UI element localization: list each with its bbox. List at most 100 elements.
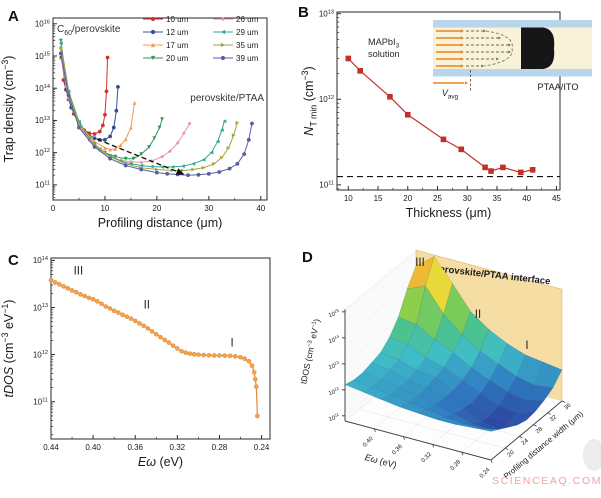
inset-solution-label: MAPbI3: [368, 37, 400, 50]
x-tick-label: 25: [433, 194, 442, 203]
legend-label: 17 um: [166, 41, 189, 50]
series-NT-min: [345, 55, 536, 176]
e-tick-label: 0.32: [421, 451, 434, 464]
x-tick-label: 40: [256, 204, 265, 213]
z-axis: 1011 1012 1013 1014 1015: [327, 308, 346, 424]
axes: 1011 1012 1013 1014 0.44 0.40 0.36 0.32 0.28 0.24: [33, 256, 271, 452]
annotation: C60/perovskite: [57, 24, 121, 37]
z-tick-label: 1015: [327, 308, 341, 320]
annotation-II: II: [475, 309, 481, 321]
inset-substrate-label: PTAA/ITO: [537, 82, 578, 92]
series-20-um: [58, 38, 164, 161]
y-tick-label: 1013: [319, 9, 334, 18]
x-tick-label: 0: [51, 204, 56, 213]
y-tick-label: 1015: [35, 52, 50, 61]
inset-velocity-label: Vavg: [442, 88, 459, 101]
x-tick-label: 40: [522, 194, 531, 203]
y-tick-label: 1012: [35, 148, 50, 157]
panel-label-b: B: [298, 4, 309, 21]
annotation-II: II: [144, 300, 150, 312]
d-tick-label: 24: [521, 438, 530, 447]
z-axis-title-3d: tDOS (cm−3 eV−1): [300, 318, 322, 385]
series-29-um: [58, 41, 227, 169]
legend-label: 29 um: [236, 28, 259, 37]
watermark-circle: [583, 439, 601, 471]
watermark: SCIENCEAQ.COM: [492, 475, 601, 487]
z-tick-label: 1013: [327, 360, 341, 372]
x-tick-label: 20: [152, 204, 161, 213]
y-tick-label: 1012: [319, 95, 334, 104]
series-tDOS: [48, 277, 260, 419]
x-tick-label: 45: [552, 194, 561, 203]
y-axis-title: Trap density (cm−3): [0, 56, 16, 163]
y-tick-label: 1011: [319, 180, 334, 189]
y-tick-label: 1011: [35, 180, 50, 189]
x-tick-label: 0.32: [170, 443, 186, 452]
y-tick-label: 1016: [35, 19, 50, 28]
e-tick-label: 0.28: [450, 459, 463, 472]
x-tick-label: 0.24: [254, 443, 270, 452]
e-tick-label: 0.24: [479, 467, 492, 480]
legend-label: 35 um: [236, 41, 259, 50]
y-tick-label: 1013: [35, 116, 50, 125]
x-tick-label: 0.40: [85, 443, 101, 452]
x-tick-label: 10: [100, 204, 109, 213]
x-axis-title: Eω (eV): [138, 455, 183, 469]
d-tick-label: 20: [507, 449, 516, 458]
series-26-um: [59, 57, 192, 165]
annotation-I: I: [525, 340, 528, 352]
x-tick-label: 0.36: [127, 443, 143, 452]
axes: 1011 1012 1013 1014 1015 1016 0 10 20 30 40: [35, 17, 268, 213]
surface: [344, 255, 563, 432]
x-tick-label: 30: [463, 194, 472, 203]
x-tick-label: 20: [403, 194, 412, 203]
panel-b-ntmin-thickness-chart: 1011 1012 1013 10 15 20 25 30 35 40 45 Thickness (μ…: [300, 9, 592, 220]
x-tick-label: 0.44: [43, 443, 59, 452]
panel-label-c: C: [8, 252, 19, 269]
annotation-III: III: [74, 266, 84, 278]
z-tick-label: 1014: [327, 334, 341, 346]
z-tick-label: 1012: [327, 386, 341, 398]
annotation: perovskite/PTAA: [190, 93, 264, 104]
legend-label: 26 um: [236, 15, 259, 24]
dashed-arrow: [96, 138, 185, 176]
legend-label: 39 um: [236, 54, 259, 63]
inset-solution-label-2: solution: [368, 49, 400, 59]
annotation-I: I: [230, 337, 233, 349]
x-axis-title: Thickness (μm): [406, 206, 492, 220]
legend: 10 um 12 um 17 um 20 um 26 um 29 um 35 um 39 um: [143, 15, 259, 63]
panel-label-d: D: [302, 249, 313, 266]
legend-label: 10 um: [166, 15, 189, 24]
panel-c-tdos-chart: 1011 1012 1013 1014 0.44 0.40 0.36 0.32 0.28 0.24…: [0, 256, 271, 469]
e-tick-label: 0.36: [391, 443, 404, 456]
x-tick-label: 30: [204, 204, 213, 213]
x-tick-label: 10: [344, 194, 353, 203]
blade-shape: [521, 27, 555, 69]
z-tick-label: 1011: [328, 412, 342, 424]
x-tick-label: 0.28: [212, 443, 228, 452]
annotation-III: III: [415, 257, 425, 269]
axes: 1011 1012 1013 10 15 20 25 30 35 40 45: [319, 9, 562, 203]
legend-label: 20 um: [166, 54, 189, 63]
y-tick-label: 1011: [33, 397, 48, 406]
x-tick-label: 35: [493, 194, 502, 203]
y-tick-label: 1012: [33, 350, 48, 359]
panel-a-trap-density-chart: 1011 1012 1013 1014 1015 1016 0 10 20 30 40 Profili…: [0, 15, 268, 230]
e-tick-label: 0.40: [362, 436, 375, 449]
y-axis-title: NT min (cm−3): [300, 66, 319, 135]
y-tick-label: 1014: [35, 84, 50, 93]
panel-label-a: A: [8, 8, 19, 25]
x-axis-title-3d: Eω (eV): [364, 452, 398, 470]
x-tick-label: 15: [374, 194, 383, 203]
x-axis-title: Profiling distance (μm): [98, 216, 223, 230]
d-tick-label: 36: [563, 402, 572, 411]
d-tick-label: 32: [549, 414, 558, 423]
legend-label: 12 um: [166, 28, 189, 37]
y-tick-label: 1013: [33, 303, 48, 312]
y-tick-label: 1014: [33, 256, 48, 265]
series-39-um: [58, 51, 254, 178]
d-tick-label: 28: [535, 426, 544, 435]
